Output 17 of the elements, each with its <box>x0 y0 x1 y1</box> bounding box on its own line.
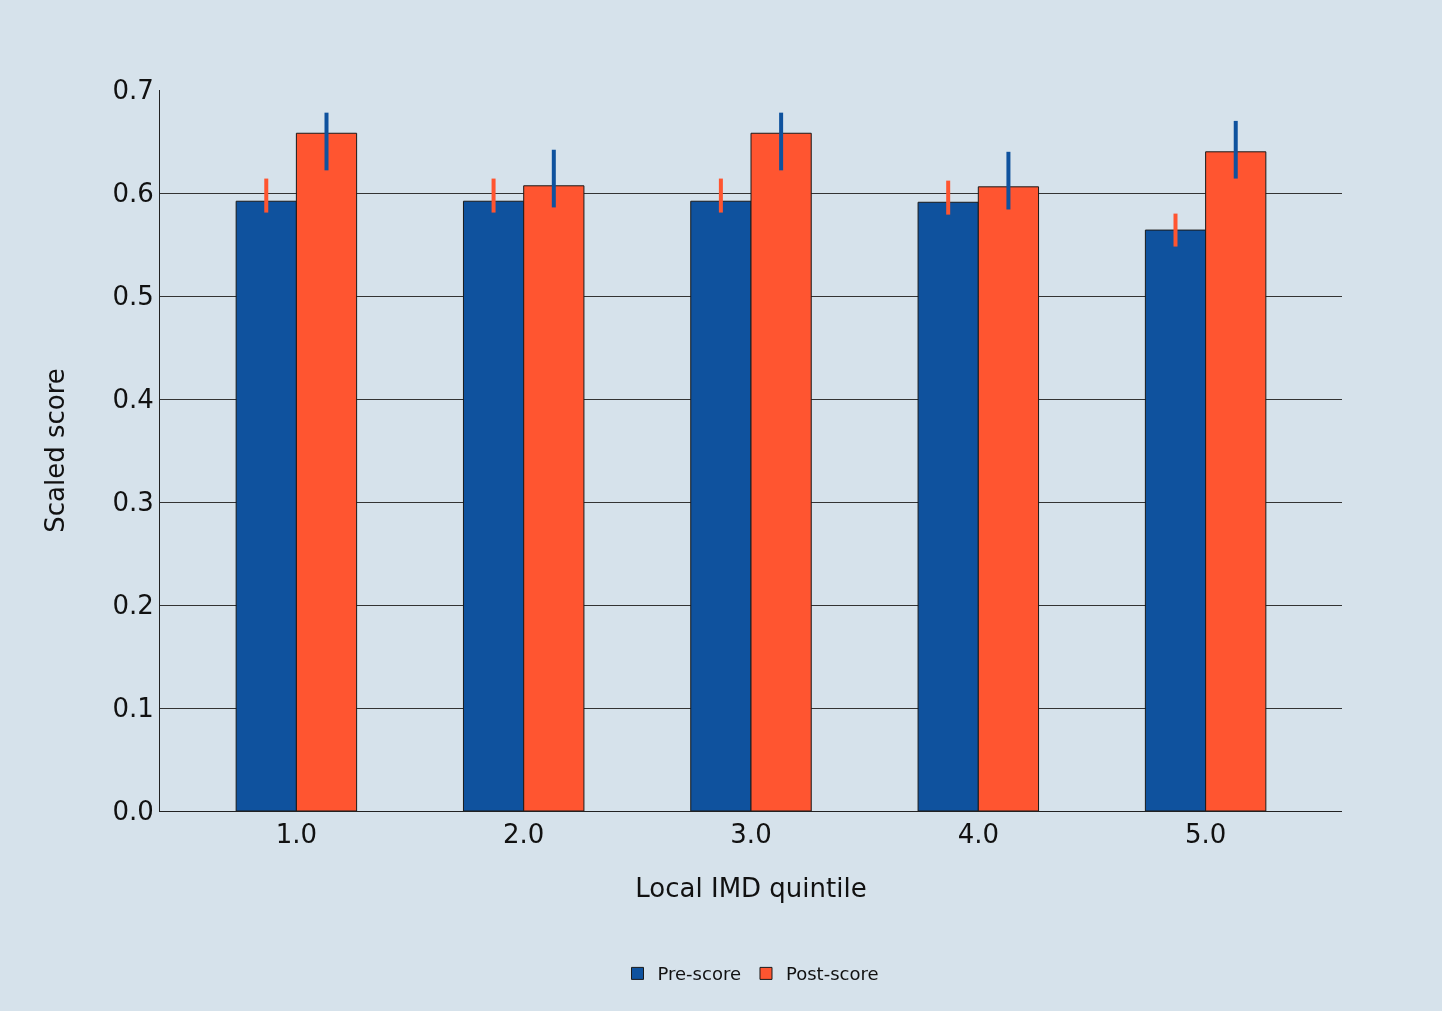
x-tick-label: 2.0 <box>503 819 545 850</box>
x-axis-title: Local IMD quintile <box>635 872 867 903</box>
x-tick-label: 1.0 <box>275 819 318 850</box>
x-tick-label: 4.0 <box>957 819 999 850</box>
y-axis-title: Scaled score <box>39 368 70 533</box>
y-tick-label: 0.7 <box>112 75 154 106</box>
x-tick-label: 5.0 <box>1184 819 1227 850</box>
y-tick-label: 0.1 <box>112 693 154 724</box>
y-tick-label: 0.0 <box>112 796 154 827</box>
x-tick-label: 3.0 <box>730 819 772 850</box>
y-tick-label: 0.2 <box>112 590 154 621</box>
y-tick-label: 0.5 <box>112 281 154 312</box>
y-tick-label: 0.4 <box>112 384 154 415</box>
y-tick-label: 0.3 <box>112 487 154 518</box>
legend-label: Pre-score <box>657 963 741 985</box>
legend-label: Post-score <box>785 963 879 985</box>
y-tick-label: 0.6 <box>112 178 154 209</box>
